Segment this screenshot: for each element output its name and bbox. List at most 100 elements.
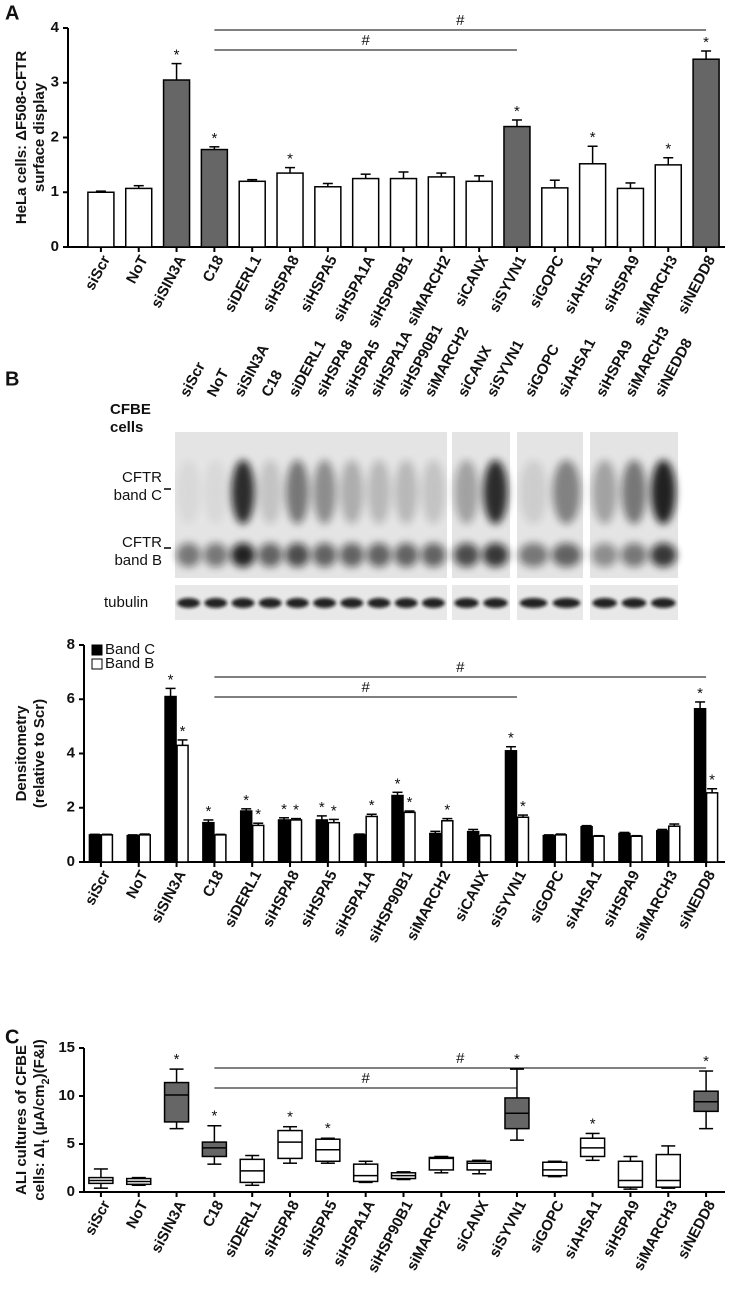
box xyxy=(428,1156,455,1171)
x-tick-label: siHSPA9 xyxy=(600,1198,644,1260)
bracket-label: # xyxy=(362,679,371,696)
box xyxy=(277,1129,303,1160)
bar xyxy=(214,834,227,863)
y-axis-label-part: )(F&I) xyxy=(31,1039,48,1078)
bar xyxy=(251,824,265,863)
bar xyxy=(164,695,177,863)
lane-label: C18 xyxy=(258,367,286,399)
bar xyxy=(351,177,380,248)
x-tick-label: NoT xyxy=(123,868,152,902)
bar xyxy=(656,830,669,863)
bar xyxy=(238,180,266,248)
band-b xyxy=(482,543,509,567)
significance-star: * xyxy=(287,151,293,168)
band-b xyxy=(230,543,256,567)
band-b xyxy=(203,543,229,567)
y-tick-label: 0 xyxy=(67,853,75,870)
significance-star: * xyxy=(703,34,709,51)
box xyxy=(617,1160,644,1188)
error-bar xyxy=(701,50,712,60)
bar xyxy=(693,707,707,863)
bar xyxy=(441,820,454,863)
significance-star: * xyxy=(325,1120,331,1137)
bracket-label: # xyxy=(456,12,465,29)
box xyxy=(352,1163,379,1183)
bar xyxy=(427,176,456,248)
box xyxy=(201,1141,228,1158)
lane-label: siSYVN1 xyxy=(484,337,528,399)
x-tick-label: siGOPC xyxy=(526,868,568,926)
box xyxy=(655,1153,682,1188)
y-tick-label: 8 xyxy=(67,636,75,653)
x-tick-label: siGOPC xyxy=(526,1198,568,1256)
bar xyxy=(504,750,518,863)
x-tick-label: siHSPA9 xyxy=(600,868,644,930)
significance-star: * xyxy=(520,798,526,815)
bar xyxy=(391,794,404,863)
bar xyxy=(314,186,342,248)
significance-star: * xyxy=(255,806,261,823)
y-axis-label-part: t xyxy=(40,1139,52,1143)
bar xyxy=(465,180,493,248)
band-b xyxy=(285,543,310,567)
tubulin-band xyxy=(285,598,309,608)
significance-star: * xyxy=(319,799,325,816)
error-bar xyxy=(587,145,598,164)
y-tick-label: 2 xyxy=(67,799,75,816)
bar xyxy=(554,834,568,863)
bar xyxy=(88,834,102,863)
significance-star: * xyxy=(293,802,299,819)
tubulin-band xyxy=(367,598,391,608)
significance-star: * xyxy=(697,685,703,702)
x-tick-label: C18 xyxy=(199,868,227,900)
x-tick-label: siScr xyxy=(82,1198,114,1239)
y-axis-label: (relative to Scr) xyxy=(31,699,48,808)
y-tick-label: 0 xyxy=(67,1183,75,1200)
band-c xyxy=(204,460,228,524)
error-bar xyxy=(695,701,706,709)
y-tick-label: 3 xyxy=(51,74,59,91)
lane-label: NoT xyxy=(204,366,233,400)
significance-star: * xyxy=(407,794,413,811)
band-c xyxy=(454,460,479,524)
band-c xyxy=(483,460,508,524)
tubulin-band xyxy=(204,598,228,608)
tubulin-band xyxy=(231,598,255,608)
band-b xyxy=(421,543,446,567)
x-tick-label: siDERL1 xyxy=(221,868,265,930)
bar xyxy=(592,835,605,863)
bar xyxy=(705,792,719,863)
lane-label: siScr xyxy=(177,359,209,400)
bar xyxy=(289,819,303,863)
bar xyxy=(618,832,631,863)
bar xyxy=(277,819,291,863)
bracket-label: # xyxy=(362,32,371,49)
box xyxy=(542,1161,568,1177)
y-axis-label: cells: ΔIt (μA/cm2)(F&I) xyxy=(31,1039,52,1200)
y-tick-label: 0 xyxy=(51,238,59,255)
error-bar xyxy=(171,62,182,81)
error-bar xyxy=(285,166,296,174)
y-tick-label: 6 xyxy=(67,690,75,707)
x-tick-label: C18 xyxy=(199,253,227,285)
x-tick-label: siCANX xyxy=(451,253,492,310)
x-tick-label: siHSPA9 xyxy=(600,253,644,315)
legend-label: Band B xyxy=(105,655,154,672)
significance-star: * xyxy=(508,730,514,747)
error-bar xyxy=(511,119,522,127)
x-tick-label: siSYVN1 xyxy=(486,1198,530,1260)
bar xyxy=(327,821,341,863)
tubulin-band xyxy=(552,598,581,608)
significance-star: * xyxy=(211,1108,217,1125)
significance-star: * xyxy=(665,141,671,158)
x-tick-label: siNEDD8 xyxy=(674,1198,719,1262)
x-tick-label: siSIN3A xyxy=(148,1198,190,1256)
x-tick-label: siNEDD8 xyxy=(674,253,719,317)
band-c xyxy=(519,460,548,524)
bar xyxy=(516,816,530,863)
tubulin-band xyxy=(454,598,479,608)
x-tick-label: siSIN3A xyxy=(148,868,190,926)
legend-label: Band C xyxy=(105,641,155,658)
band-c-label: CFTR xyxy=(122,469,162,486)
bar xyxy=(365,815,378,863)
